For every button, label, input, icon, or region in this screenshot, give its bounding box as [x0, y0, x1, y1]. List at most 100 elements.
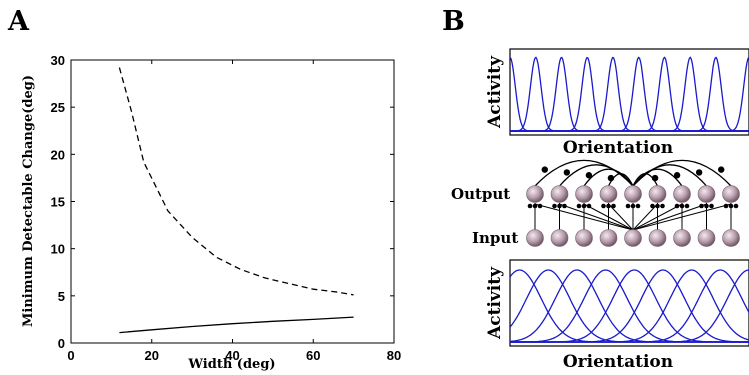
lateral-connection: [632, 159, 732, 187]
output-neuron: [648, 185, 667, 203]
synapse-dot: [679, 203, 685, 209]
synapse-dot: [674, 203, 680, 209]
x-tick-label: 20: [145, 348, 159, 363]
synapse-dot: [532, 203, 538, 209]
synapse-dot: [733, 203, 739, 209]
y-tick-label: 10: [51, 242, 65, 257]
synapse-dot: [625, 203, 631, 209]
input-neuron: [575, 229, 593, 247]
output-neuron: [673, 185, 691, 203]
feedforward-connection: [559, 203, 634, 231]
solid-series-line: [119, 316, 354, 334]
synapse-dot: [563, 169, 571, 176]
output-layer-label: Output: [451, 185, 510, 203]
synapse-dot: [586, 203, 592, 209]
input-neuron: [697, 229, 716, 247]
synapse-dot: [635, 203, 641, 209]
output-neuron: [550, 185, 569, 203]
feedforward-connection: [608, 203, 634, 231]
panel-b-broad-tuning-chart: Activity Orientation: [485, 259, 749, 372]
feedforward-connection: [632, 203, 707, 231]
output-neuron: [599, 185, 618, 203]
synapse-dot: [650, 203, 655, 209]
input-neuron: [722, 229, 740, 247]
synapse-dot: [537, 203, 543, 209]
dashed-series-line: [118, 67, 354, 296]
broad-x-axis-label: Orientation: [563, 352, 673, 372]
y-tick-label: 5: [58, 289, 65, 304]
panel-b-narrow-tuning-chart: Activity Orientation: [485, 48, 749, 158]
feedforward-connection: [632, 203, 658, 231]
synapse-dot: [673, 172, 681, 179]
input-neuron: [673, 229, 691, 247]
x-axis-label: Width (deg): [187, 357, 275, 372]
panel-a-letter: A: [7, 6, 30, 37]
broad-tuning-curve: [510, 269, 749, 343]
feedforward-connection: [632, 203, 683, 231]
x-tick-label: 80: [387, 348, 401, 363]
synapse-dot: [728, 203, 734, 209]
synapse-dot: [651, 174, 659, 182]
broad-tuning-curve: [510, 269, 749, 343]
input-neuron: [624, 229, 642, 247]
broad-tuning-curve: [510, 269, 749, 343]
broad-tuning-curve: [510, 269, 749, 343]
narrow-x-axis-label: Orientation: [563, 138, 673, 158]
output-neuron: [697, 185, 716, 203]
panel-b-letter: B: [442, 6, 465, 37]
output-neuron: [526, 185, 544, 203]
synapse-dot: [552, 203, 557, 209]
broad-tuning-curve: [510, 269, 749, 343]
network-diagram: Output Input: [451, 159, 740, 247]
synapse-dot: [557, 203, 562, 209]
synapse-dot: [699, 203, 704, 209]
narrow-tuning-curve: [510, 57, 749, 132]
y-axis-label: Minimum Detectable Change(deg): [21, 75, 36, 327]
broad-y-axis-label: Activity: [485, 266, 505, 340]
synapse-dot: [630, 203, 636, 209]
input-neuron: [599, 229, 618, 247]
input-neuron: [648, 229, 667, 247]
broad-tuning-curve: [510, 269, 749, 343]
narrow-y-axis-label: Activity: [485, 55, 505, 129]
narrow-plot-frame: [509, 48, 749, 136]
synapse-dot: [527, 203, 533, 209]
lateral-connection: [607, 172, 634, 187]
synapse-dot: [684, 203, 690, 209]
x-tick-label: 0: [67, 348, 74, 363]
input-layer-label: Input: [472, 229, 518, 247]
input-neuron: [526, 229, 544, 247]
synapse-dot: [723, 203, 729, 209]
synapse-dot: [606, 203, 611, 209]
synapse-dot: [585, 172, 593, 179]
y-tick-label: 30: [51, 53, 65, 68]
y-tick-label: 0: [58, 336, 65, 351]
synapse-dot: [601, 203, 606, 209]
x-tick-label: 60: [306, 348, 320, 363]
synapse-dot: [581, 203, 587, 209]
output-neuron: [624, 185, 642, 203]
y-tick-label: 15: [51, 195, 65, 210]
lateral-connection: [559, 164, 634, 187]
broad-tuning-curve: [510, 269, 749, 343]
synapse-dot: [611, 203, 616, 209]
output-neuron: [722, 185, 740, 203]
panel-a-chart: 0 20 40 60 80 0 5 10 15 20 25 30 Width (deg) Minimu…: [21, 53, 401, 372]
feedforward-connection: [632, 203, 732, 231]
synapse-dot: [576, 203, 582, 209]
broad-tuning-curve: [510, 269, 749, 343]
broad-tuning-curve: [510, 269, 749, 343]
synapse-dot: [541, 166, 548, 173]
x-tick-label: 40: [225, 348, 239, 363]
synapse-dot: [718, 166, 725, 173]
synapse-dot: [655, 203, 660, 209]
plot-frame: [70, 59, 395, 344]
output-neuron: [575, 185, 593, 203]
broad-plot-frame: [509, 259, 749, 347]
synapse-dot: [704, 203, 709, 209]
input-neuron: [550, 229, 569, 247]
synapse-dot: [660, 203, 665, 209]
synapse-dot: [695, 169, 703, 176]
lateral-connection: [583, 168, 634, 187]
